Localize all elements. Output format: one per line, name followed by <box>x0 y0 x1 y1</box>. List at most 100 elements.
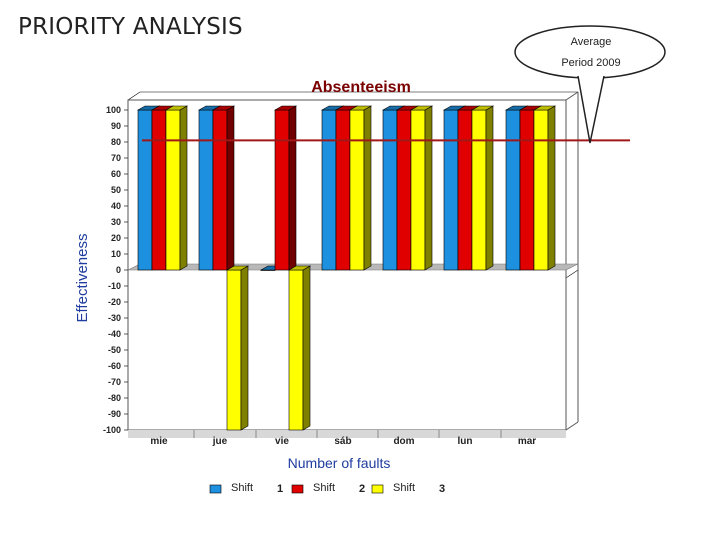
y-tick-label: -30 <box>108 313 121 323</box>
legend-number: 1 <box>277 483 283 495</box>
y-axis-title: Effectiveness <box>74 234 91 323</box>
y-tick-label: -90 <box>108 409 121 419</box>
bar-mie-3 <box>164 105 189 271</box>
legend-label: Shift <box>393 482 415 494</box>
bottom-band <box>128 430 566 438</box>
y-tick-label: 60 <box>111 169 121 179</box>
legend-label: Shift <box>313 482 335 494</box>
legend-label: Shift <box>231 482 253 494</box>
bar-front <box>519 109 535 271</box>
bars <box>136 105 557 431</box>
y-tick-label: 30 <box>111 217 121 227</box>
legend-swatch <box>291 484 304 494</box>
legend-swatch <box>209 484 222 494</box>
y-tick-label: 20 <box>111 233 121 243</box>
y-tick-label: -70 <box>108 377 121 387</box>
bar-sáb-3 <box>348 105 373 271</box>
x-axis-title: Number of faults <box>288 455 391 471</box>
bar-front <box>505 109 521 271</box>
bar-front <box>226 269 242 431</box>
bar-side <box>288 105 297 271</box>
callout-bubble <box>514 25 666 79</box>
bar-front <box>137 109 153 271</box>
bar-top <box>225 265 250 271</box>
chart-title: Absenteeism <box>311 79 411 96</box>
x-tick-label: sáb <box>334 436 351 447</box>
bar-front <box>165 109 181 271</box>
y-tick-label: -80 <box>108 393 121 403</box>
bar-top <box>409 105 434 111</box>
bar-front <box>288 269 304 431</box>
callout-line-2: Period 2009 <box>561 57 620 69</box>
legend-item-3: Shift 3 <box>371 482 445 495</box>
bar-side <box>363 105 372 271</box>
bar-side <box>240 265 249 431</box>
y-tick-label: 40 <box>111 201 121 211</box>
x-tick-label: vie <box>275 436 289 447</box>
y-tick-label: -100 <box>103 425 121 435</box>
depth-bottom-edge <box>565 421 579 431</box>
bar-front <box>335 109 351 271</box>
y-tick-label: -50 <box>108 345 121 355</box>
bar-side <box>302 265 311 431</box>
bar-top <box>470 105 495 111</box>
x-tick-label: mar <box>518 436 536 447</box>
y-tick-label: -10 <box>108 281 121 291</box>
bar-front <box>212 109 228 271</box>
bar-dom-3 <box>409 105 434 271</box>
callout-pointer <box>577 75 605 144</box>
bar-vie-2 <box>273 105 298 271</box>
depth-right-edge <box>565 91 579 101</box>
y-tick-label: -40 <box>108 329 121 339</box>
bar-front <box>396 109 412 271</box>
bar-jue-3 <box>225 265 250 431</box>
x-tick-label: jue <box>212 436 228 447</box>
y-tick-label: 100 <box>106 105 121 115</box>
bar-front <box>349 109 365 271</box>
bar-front <box>533 109 549 271</box>
x-tick-label: dom <box>393 436 414 447</box>
bar-side <box>424 105 433 271</box>
x-axis: mie jue vie sáb dom lun mar <box>150 430 536 447</box>
legend-item-2: Shift 2 <box>291 482 365 495</box>
average-callout: Average Period 2009 <box>514 25 666 144</box>
bar-top <box>211 105 236 111</box>
bar-front <box>274 109 290 271</box>
bar-front <box>410 109 426 271</box>
bar-vie-3 <box>287 265 312 431</box>
y-tick-label: 10 <box>111 249 121 259</box>
bar-top <box>273 105 298 111</box>
bar-lun-3 <box>470 105 495 271</box>
bar-front <box>471 109 487 271</box>
bar-front <box>457 109 473 271</box>
x-tick-label: mie <box>150 436 168 447</box>
bar-side <box>485 105 494 271</box>
legend: Shift 1 Shift 2 Shift 3 <box>209 482 445 495</box>
y-tick-label: 50 <box>111 185 121 195</box>
bar-side <box>179 105 188 271</box>
bar-top <box>287 265 312 271</box>
legend-number: 2 <box>359 483 365 495</box>
y-tick-label: 90 <box>111 121 121 131</box>
callout-line-1: Average <box>571 36 612 48</box>
bar-top <box>164 105 189 111</box>
bar-top <box>532 105 557 111</box>
bar-front <box>151 109 167 271</box>
bar-front <box>198 109 214 271</box>
bar-side <box>547 105 556 271</box>
y-tick-label: 70 <box>111 153 121 163</box>
y-tick-label: 80 <box>111 137 121 147</box>
bar-jue-2 <box>211 105 236 271</box>
bar-side <box>226 105 235 271</box>
y-axis: 1009080706050403020100-10-20-30-40-50-60… <box>103 105 128 435</box>
bar-mar-3 <box>532 105 557 271</box>
page-title: PRIORITY ANALYSIS <box>18 14 243 40</box>
bar-front <box>321 109 337 271</box>
legend-number: 3 <box>439 483 445 495</box>
y-tick-label: -60 <box>108 361 121 371</box>
y-tick-label: 0 <box>116 265 121 275</box>
legend-item-1: Shift 1 <box>209 482 283 495</box>
bar-front <box>443 109 459 271</box>
bar-top <box>348 105 373 111</box>
